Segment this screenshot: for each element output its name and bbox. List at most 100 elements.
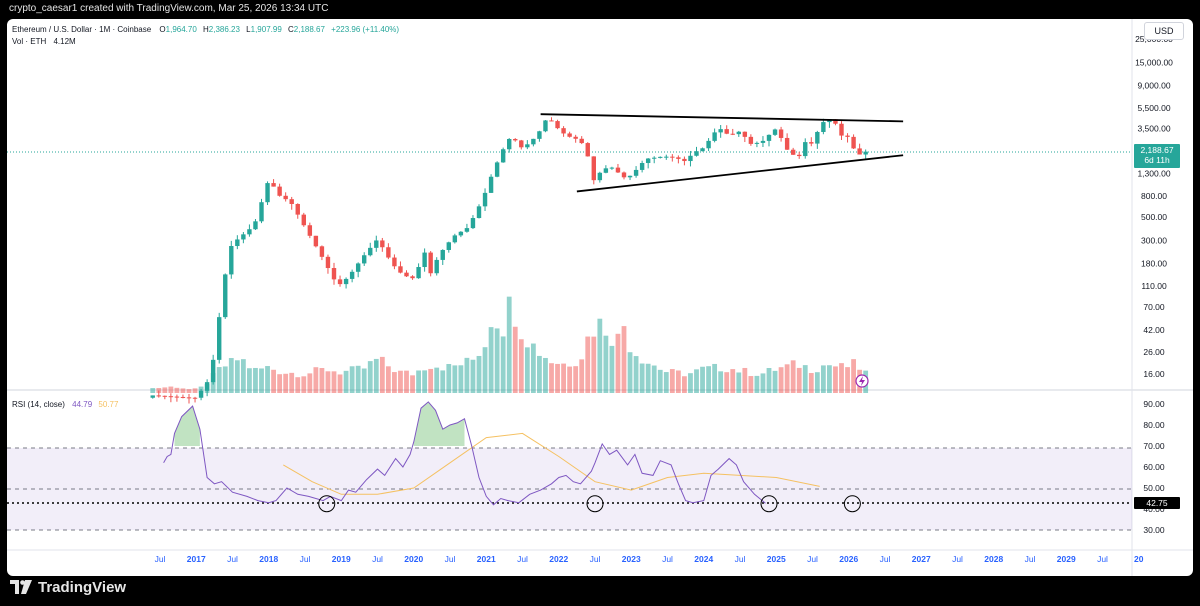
volume-bar <box>851 359 856 393</box>
volume-bar <box>416 370 421 393</box>
rsi-title: RSI (14, close) <box>12 400 65 409</box>
candle-body <box>446 242 451 250</box>
candle-body <box>863 151 868 155</box>
candle-body <box>706 140 711 149</box>
candle-body <box>180 396 186 398</box>
candle-body <box>452 235 458 243</box>
lightning-icon[interactable] <box>855 374 869 388</box>
volume-bar <box>730 369 736 393</box>
candle-body <box>790 149 796 155</box>
chart-canvas[interactable]: 25,000.0015,000.009,000.005,500.003,500.… <box>7 19 1193 576</box>
volume-bar <box>470 359 476 393</box>
volume-bar <box>265 366 270 393</box>
candle-body <box>174 396 180 398</box>
volume-bar <box>597 318 603 393</box>
trendlines[interactable] <box>540 113 904 193</box>
time-tick: 2029 <box>1057 554 1076 564</box>
circled-low <box>843 495 861 513</box>
rsi-pane <box>163 401 861 513</box>
volume-bars <box>150 296 869 393</box>
upper-trendline <box>540 113 904 123</box>
volume-bar <box>313 367 319 393</box>
legend-close-label: C <box>288 25 294 34</box>
candle-body <box>253 221 258 230</box>
footer: TradingView <box>10 577 126 597</box>
volume-bar <box>772 370 778 393</box>
candle-body <box>627 175 633 178</box>
candle-body <box>198 390 204 398</box>
price-tick: 42.00 <box>1143 325 1165 335</box>
volume-bar <box>748 376 754 393</box>
candle-body <box>682 158 687 162</box>
volume-bar <box>700 366 705 393</box>
candle-body <box>730 133 735 135</box>
volume-bar <box>186 389 192 393</box>
volume-bar <box>234 360 240 393</box>
volume-bar <box>180 388 186 393</box>
currency-button[interactable]: USD <box>1144 22 1184 40</box>
rsi-tick: 80.00 <box>1143 420 1165 430</box>
time-tick: 2021 <box>477 554 496 564</box>
candle-body <box>803 142 808 157</box>
rsi-ma-line <box>283 432 820 495</box>
candle-body <box>362 255 367 264</box>
volume-bar <box>639 363 645 393</box>
candle-body <box>307 225 313 236</box>
candle-body <box>500 149 506 163</box>
candle-body <box>579 138 584 144</box>
legend-low: 1,907.99 <box>251 25 283 34</box>
price-tick: 500.00 <box>1141 212 1167 222</box>
volume-bar <box>168 386 174 393</box>
time-tick: 2028 <box>984 554 1003 564</box>
volume-bar <box>355 365 361 393</box>
volume-bar <box>289 372 295 393</box>
candle-body <box>476 206 482 219</box>
candle-body <box>283 195 288 200</box>
volume-bar <box>530 343 536 393</box>
volume-bar <box>277 374 283 393</box>
volume-bar <box>325 371 331 393</box>
volume-bar <box>379 356 385 393</box>
volume-bar <box>162 387 168 393</box>
volume-bar <box>222 366 228 393</box>
volume-bar <box>561 363 566 393</box>
volume-bar <box>385 366 391 393</box>
time-axis[interactable]: Jul 2017 Jul 2018 Jul 2019 Jul 2020 Jul 2021 Jul 20… <box>155 554 1144 564</box>
volume-bar <box>458 365 464 393</box>
volume-bar <box>301 376 307 393</box>
rsi-tick: 90.00 <box>1143 399 1165 409</box>
volume-bar <box>331 371 337 393</box>
candle-body <box>428 252 433 274</box>
volume-bar <box>524 347 530 393</box>
volume-bar <box>651 365 657 393</box>
volume-bar <box>422 370 428 393</box>
volume-bar <box>833 366 838 393</box>
candle-body <box>355 263 361 272</box>
volume-bar <box>500 336 506 393</box>
candle-body <box>694 151 699 156</box>
volume-bar <box>760 373 766 393</box>
candle-body <box>422 252 427 268</box>
candle-body <box>778 129 784 138</box>
rsi-ma-value: 50.77 <box>98 400 119 409</box>
candle-body <box>519 140 524 148</box>
candle-body <box>670 156 675 158</box>
candle-body <box>513 139 518 141</box>
volume-bar <box>663 372 669 393</box>
rsi-tick: 60.00 <box>1143 462 1165 472</box>
candle-body <box>742 131 748 137</box>
volume-bar <box>784 364 790 393</box>
price-tick: 15,000.00 <box>1135 57 1173 67</box>
candle-body <box>494 162 500 177</box>
volume-bar <box>343 370 349 393</box>
candle-body <box>464 228 470 232</box>
volume-bar <box>621 326 627 393</box>
time-tick: Jul <box>300 554 311 564</box>
candle-body <box>313 235 319 247</box>
volume-bar <box>712 363 718 393</box>
candle-body <box>597 172 603 181</box>
price-axis[interactable]: 25,000.0015,000.009,000.005,500.003,500.… <box>1135 34 1173 379</box>
candle-body <box>615 167 621 173</box>
legend-close: 2,188.67 <box>294 25 326 34</box>
